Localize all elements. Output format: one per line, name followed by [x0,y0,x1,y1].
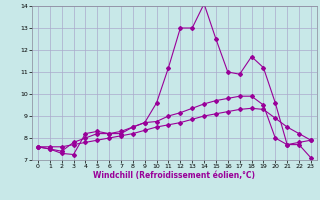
X-axis label: Windchill (Refroidissement éolien,°C): Windchill (Refroidissement éolien,°C) [93,171,255,180]
